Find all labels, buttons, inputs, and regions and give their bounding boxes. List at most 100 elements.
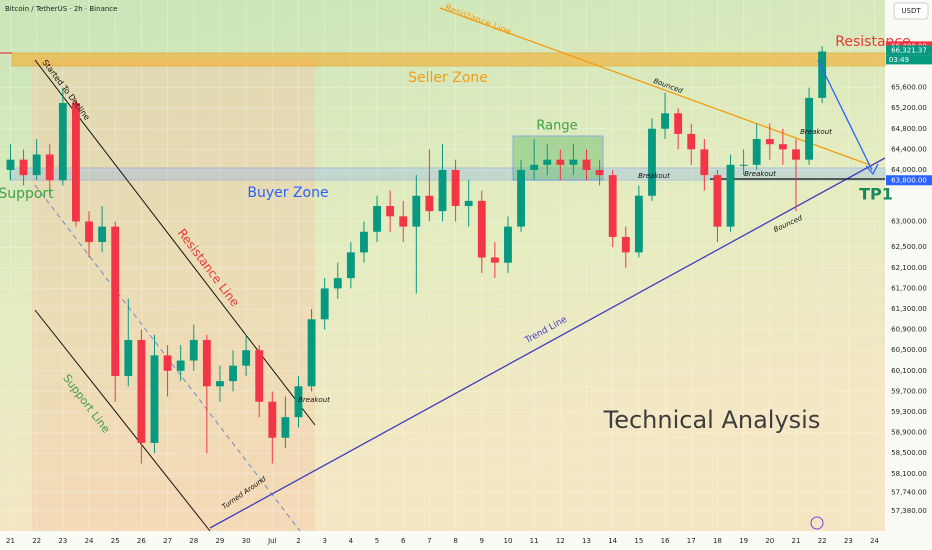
price-tag bbox=[886, 45, 932, 56]
candle-body bbox=[255, 350, 264, 402]
candle-body bbox=[229, 365, 237, 382]
x-tick-label: 30 bbox=[242, 537, 251, 545]
candle-body bbox=[150, 355, 159, 443]
x-tick-label: 7 bbox=[427, 537, 431, 545]
x-tick-label: 13 bbox=[582, 537, 591, 545]
x-tick-label: 29 bbox=[215, 537, 224, 545]
x-tick-label: 16 bbox=[661, 537, 670, 545]
x-tick-label: 9 bbox=[480, 537, 484, 545]
candle-body bbox=[438, 169, 447, 212]
candle-body bbox=[634, 195, 643, 253]
y-tick-label: 63,000.00 bbox=[891, 217, 927, 225]
x-tick-label: 20 bbox=[765, 537, 774, 545]
x-tick-label: 23 bbox=[58, 537, 67, 545]
x-tick-label: 26 bbox=[137, 537, 146, 545]
x-tick-label: 12 bbox=[556, 537, 565, 545]
x-tick-label: 22 bbox=[32, 537, 41, 545]
candle-body bbox=[530, 164, 539, 170]
candle-body bbox=[176, 360, 185, 371]
x-tick-label: 5 bbox=[375, 537, 379, 545]
price-tag-label: 63,800.00 bbox=[891, 176, 927, 184]
candle-body bbox=[202, 339, 211, 387]
candle-body bbox=[85, 221, 93, 243]
channel-shade bbox=[32, 58, 315, 531]
candle-body bbox=[490, 257, 499, 263]
candle-body bbox=[242, 350, 251, 366]
countdown-box bbox=[886, 55, 932, 65]
y-tick-label: 60,100.00 bbox=[891, 367, 927, 375]
price-tag-label: 66,321.37 bbox=[891, 46, 927, 54]
candle-body bbox=[648, 128, 656, 196]
x-tick-label: 21 bbox=[6, 537, 15, 545]
candle-body bbox=[792, 149, 800, 160]
annotation: Technical Analysis bbox=[603, 406, 821, 434]
candle-body bbox=[739, 164, 748, 166]
y-tick-label: 59,300.00 bbox=[891, 408, 927, 416]
candle-body bbox=[373, 206, 381, 232]
candle-body bbox=[360, 231, 368, 253]
candle-body bbox=[32, 154, 41, 176]
candle-body bbox=[608, 175, 617, 237]
candle-body bbox=[386, 206, 395, 217]
y-tick-label: 60,900.00 bbox=[891, 326, 927, 334]
annotation: Breakout bbox=[298, 396, 330, 404]
x-tick-label: 8 bbox=[453, 537, 457, 545]
candle-body bbox=[294, 386, 303, 418]
y-tick-label: 59,700.00 bbox=[891, 387, 927, 395]
x-tick-label: 28 bbox=[189, 537, 198, 545]
target-arrow bbox=[817, 59, 873, 171]
candle-body bbox=[320, 288, 329, 320]
candle-body bbox=[818, 51, 827, 98]
candles bbox=[6, 46, 827, 464]
x-tick-label: 23 bbox=[844, 537, 853, 545]
alert-icon bbox=[810, 516, 824, 530]
candle-body bbox=[778, 144, 787, 150]
candle-body bbox=[111, 226, 120, 376]
candle-body bbox=[687, 133, 696, 150]
candle-body bbox=[765, 139, 774, 145]
candle-body bbox=[477, 200, 486, 258]
annotation: Seller Zone bbox=[408, 70, 488, 86]
candle-body bbox=[58, 103, 67, 181]
y-tick-label: 58,900.00 bbox=[891, 429, 927, 437]
currency[interactable]: USDT bbox=[901, 7, 921, 15]
currency-button[interactable] bbox=[893, 2, 929, 20]
x-tick-label: 10 bbox=[503, 537, 512, 545]
annotation: Range bbox=[536, 119, 577, 134]
time-axis-background bbox=[0, 531, 885, 550]
y-tick-label: 58,500.00 bbox=[891, 449, 927, 457]
x-tick-label: 17 bbox=[687, 537, 696, 545]
x-tick-label: 15 bbox=[634, 537, 643, 545]
axes: 57,380.00 57,740.00 58,100.00 58,500.00 58,9… bbox=[6, 41, 932, 545]
x-tick-label: 11 bbox=[530, 537, 539, 545]
x-tick-label: Jul bbox=[267, 537, 277, 545]
candle-body bbox=[504, 226, 512, 263]
candle-body bbox=[281, 417, 290, 438]
x-tick-label: 27 bbox=[163, 537, 172, 545]
candle-body bbox=[674, 113, 683, 134]
candle-body bbox=[464, 200, 473, 207]
x-tick-label: 24 bbox=[870, 537, 879, 545]
y-tick-label: 64,800.00 bbox=[891, 125, 927, 133]
x-tick-label: 22 bbox=[818, 537, 827, 545]
x-tick-label: 24 bbox=[85, 537, 94, 545]
x-tick-label: 4 bbox=[349, 537, 354, 545]
annotation: Breakout bbox=[638, 172, 670, 180]
y-tick-label: 57,740.00 bbox=[891, 488, 927, 496]
candle-body bbox=[805, 97, 813, 160]
grid bbox=[0, 0, 885, 531]
candle-body bbox=[700, 149, 709, 176]
candle-body bbox=[752, 139, 761, 165]
candle-body bbox=[268, 401, 277, 438]
y-tick-label: 61,700.00 bbox=[891, 284, 927, 292]
candle-body bbox=[216, 381, 224, 387]
x-tick-label: 14 bbox=[608, 537, 617, 545]
y-tick-label: 60,500.00 bbox=[891, 346, 927, 354]
candle-body bbox=[19, 159, 28, 176]
x-tick-label: 18 bbox=[713, 537, 722, 545]
x-tick-label: 6 bbox=[401, 537, 406, 545]
y-tick-label: 65,200.00 bbox=[891, 104, 927, 112]
annotation: TP1 bbox=[859, 185, 893, 204]
candle-body bbox=[137, 339, 146, 443]
candle-body bbox=[163, 355, 172, 371]
